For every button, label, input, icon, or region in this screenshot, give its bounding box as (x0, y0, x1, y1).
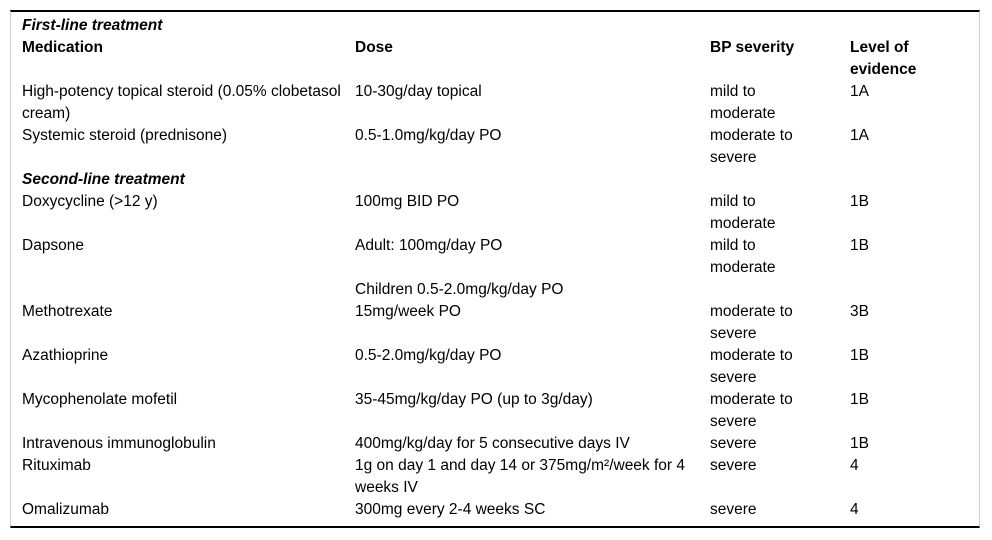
dose-cell: Adult: 100mg/day PO (355, 237, 503, 254)
section-row-second-line: Second-line treatment (22, 169, 979, 191)
evidence-cell: 1B (850, 347, 869, 364)
table-row-systemic-steroid: Systemic steroid (prednisone) 0.5-1.0mg/… (22, 125, 979, 169)
evidence-cell: 1B (850, 193, 869, 210)
medication-cell: Intravenous immunoglobulin (22, 435, 216, 452)
column-header-medication: Medication (22, 39, 103, 56)
dose-cell: 35-45mg/kg/day PO (up to 3g/day) (355, 391, 593, 408)
medication-cell: Rituximab (22, 457, 91, 474)
evidence-cell: 1B (850, 237, 869, 254)
severity-cell: severe (710, 501, 757, 518)
table-row-high-potency-topical-steroid: High-potency topical steroid (0.05% clob… (22, 81, 979, 125)
dose-cell: Children 0.5-2.0mg/kg/day PO (355, 281, 564, 298)
dose-cell: 400mg/kg/day for 5 consecutive days IV (355, 435, 630, 452)
evidence-cell: 4 (850, 457, 859, 474)
severity-cell: moderate to severe (710, 127, 793, 166)
dose-cell: 10-30g/day topical (355, 83, 482, 100)
table-row-azathioprine: Azathioprine 0.5-2.0mg/kg/day PO moderat… (22, 345, 979, 389)
severity-cell: severe (710, 457, 757, 474)
dose-cell: 300mg every 2-4 weeks SC (355, 501, 546, 518)
dose-cell: 0.5-1.0mg/kg/day PO (355, 127, 502, 144)
severity-cell: severe (710, 435, 757, 452)
severity-cell: mild to moderate (710, 83, 776, 122)
medication-cell: Doxycycline (>12 y) (22, 193, 158, 210)
column-header-level-of-evidence: Level of evidence (850, 39, 917, 78)
column-header-dose: Dose (355, 39, 393, 56)
medication-cell: Azathioprine (22, 347, 109, 364)
medication-cell: High-potency topical steroid (0.05% clob… (22, 83, 341, 122)
dose-cell: 15mg/week PO (355, 303, 461, 320)
table-row-intravenous-immunoglobulin: Intravenous immunoglobulin 400mg/kg/day … (22, 433, 979, 455)
evidence-cell: 1B (850, 391, 869, 408)
dose-cell: 0.5-2.0mg/kg/day PO (355, 347, 502, 364)
evidence-cell: 3B (850, 303, 869, 320)
table-row-dapsone: Dapsone Adult: 100mg/day PO mild to mode… (22, 235, 979, 279)
severity-cell: moderate to severe (710, 303, 793, 342)
table-row-dapsone-children-dose: Children 0.5-2.0mg/kg/day PO (22, 279, 979, 301)
medication-cell: Methotrexate (22, 303, 113, 320)
severity-cell: mild to moderate (710, 237, 776, 276)
section-row-first-line: First-line treatment (22, 15, 979, 37)
column-header-bp-severity: BP severity (710, 39, 795, 56)
severity-cell: moderate to severe (710, 347, 793, 386)
table-row-rituximab: Rituximab 1g on day 1 and day 14 or 375m… (22, 455, 979, 499)
dose-cell: 100mg BID PO (355, 193, 460, 210)
table-row-mycophenolate-mofetil: Mycophenolate mofetil 35-45mg/kg/day PO … (22, 389, 979, 433)
medication-cell: Systemic steroid (prednisone) (22, 127, 228, 144)
table-row-methotrexate: Methotrexate 15mg/week PO moderate to se… (22, 301, 979, 345)
severity-cell: mild to moderate (710, 193, 776, 232)
medication-cell: Mycophenolate mofetil (22, 391, 178, 408)
medication-cell: Omalizumab (22, 501, 109, 518)
table-header-row: Medication Dose BP severity Level of evi… (22, 37, 979, 81)
table-row-omalizumab: Omalizumab 300mg every 2-4 weeks SC seve… (22, 499, 979, 521)
evidence-cell: 1B (850, 435, 869, 452)
section-title-first-line: First-line treatment (22, 17, 163, 34)
evidence-cell: 4 (850, 501, 859, 518)
severity-cell: moderate to severe (710, 391, 793, 430)
table-row-doxycycline: Doxycycline (>12 y) 100mg BID PO mild to… (22, 191, 979, 235)
medication-cell: Dapsone (22, 237, 85, 254)
section-title-second-line: Second-line treatment (22, 171, 185, 188)
evidence-cell: 1A (850, 83, 869, 100)
treatment-table: First-line treatment Medication Dose BP … (10, 10, 980, 528)
dose-cell: 1g on day 1 and day 14 or 375mg/m²/week … (355, 457, 686, 496)
evidence-cell: 1A (850, 127, 869, 144)
